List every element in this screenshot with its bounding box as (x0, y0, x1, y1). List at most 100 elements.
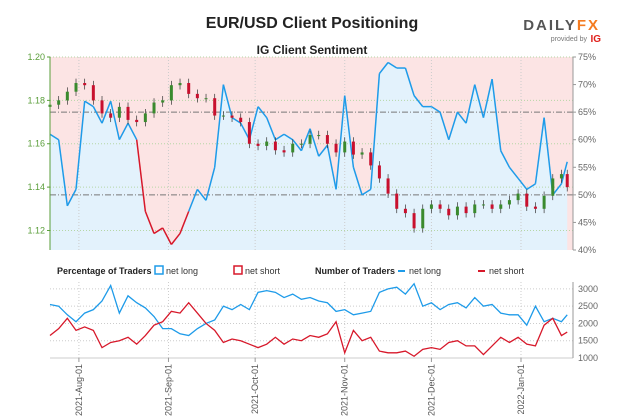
net-long-pct-segment (309, 128, 320, 157)
net-long-pct-segment (300, 128, 311, 152)
candle-body (135, 119, 139, 123)
right-tick-label: 65% (578, 107, 596, 117)
net-long-pct-segment (369, 73, 381, 190)
net-long-pct-segment (75, 101, 86, 190)
candle-body (403, 208, 407, 214)
candle-body (325, 135, 329, 144)
right-tick-label: 50% (578, 190, 596, 200)
candle-body (74, 83, 78, 92)
subtitle: IG Client Sentiment (257, 43, 368, 57)
net-long-pct-segment (66, 188, 77, 207)
net-long-pct-segment (335, 95, 346, 190)
net-long-pct-segment (361, 188, 372, 196)
net-long-pct-segment (482, 78, 493, 118)
traders-plot: 3000 2500 2000 1500 1000 2021-Aug-01 2021-Sep-… (49, 282, 598, 416)
candle-body (161, 100, 165, 103)
left-tick-label: 1.12 (27, 225, 45, 235)
net-long-pct-segment (144, 211, 155, 234)
right-tick-label: 1000 (578, 353, 598, 363)
left-tick-label: 1.20 (27, 52, 45, 62)
net-long-pct-segment (213, 84, 225, 168)
net-long-pct-segment (326, 145, 337, 190)
candle-body (565, 174, 569, 188)
net-long-pct-segment (439, 111, 450, 140)
candle-body (464, 206, 468, 214)
net-long-pct-segment (135, 139, 147, 212)
candle-body (273, 141, 277, 151)
net-long-pct-segment (49, 133, 60, 141)
candle-body (525, 193, 529, 207)
candle-body (317, 135, 321, 137)
candle-body (109, 113, 113, 118)
candle-body (178, 83, 182, 86)
candle-body (516, 193, 520, 201)
legend-num-long: net long (409, 266, 441, 276)
right-tick-label: 60% (578, 135, 596, 145)
candle-body (65, 91, 69, 101)
net-long-pct-segment (205, 167, 216, 201)
candle-body (299, 143, 303, 145)
candle-body (551, 178, 555, 196)
legend-pct-long: net long (166, 266, 198, 276)
net-long-pct-segment (378, 62, 389, 75)
candle-body (169, 85, 173, 101)
x-tick-label: 2022-Jan-01 (516, 364, 526, 415)
right-tick-label: 55% (578, 162, 596, 172)
net-long-pct-segment (413, 95, 424, 108)
candle-body (343, 141, 347, 153)
right-tick-label: 2500 (578, 301, 598, 311)
candle-body (507, 200, 511, 205)
candle-body (256, 143, 260, 146)
net-long-pct-segment (127, 122, 138, 141)
dailyfx-logo: DAILYFX provided by IG (523, 17, 601, 45)
net-long-pct-segment (474, 84, 485, 118)
net-long-pct-segment (534, 117, 545, 184)
net-long-pct-segment (162, 227, 173, 245)
right-tick-label: 75% (578, 52, 596, 62)
candle-body (490, 204, 494, 209)
net-long-pct-segment (560, 161, 568, 185)
net-long-pct-segment (84, 100, 94, 108)
net-long-pct-segment (92, 106, 103, 124)
x-tick-label: 2021-Sep-01 (163, 364, 173, 416)
logo-brand: IG (590, 34, 601, 45)
right-tick-label: 45% (578, 217, 596, 227)
legend-pct-short: net short (245, 266, 281, 276)
candle-body (143, 113, 147, 123)
candle-body (369, 152, 373, 166)
right-tick-label: 70% (578, 80, 596, 90)
candle-body (126, 106, 130, 120)
net-long-pct-segment (222, 84, 233, 118)
left-tick-label: 1.18 (27, 95, 45, 105)
net-long-pct-segment (491, 78, 502, 151)
candle-body (221, 115, 225, 117)
candle-body (455, 206, 459, 216)
candle-body (91, 85, 95, 101)
net-long-pct-segment (109, 100, 121, 140)
right-tick-label: 1500 (578, 336, 598, 346)
chart-title: EUR/USD Client Positioning (206, 15, 418, 32)
net-long-pct-segment (404, 67, 415, 96)
candle-body (395, 193, 399, 209)
net-long-count-line (49, 282, 568, 337)
logo-sub: provided by (551, 36, 588, 43)
legend-num-short: net short (489, 266, 525, 276)
net-long-pct-segment (387, 61, 398, 69)
net-long-pct-segment (318, 144, 328, 157)
net-long-pct-segment (187, 189, 199, 212)
net-long-pct-segment (57, 139, 69, 206)
net-long-pct-segment (266, 117, 277, 140)
net-long-pct-segment (508, 166, 519, 179)
candle-body (83, 83, 87, 86)
net-long-pct-segment (352, 167, 363, 196)
net-short-count-line (49, 301, 568, 358)
net-long-pct-segment (231, 117, 242, 124)
net-long-pct-segment (456, 111, 467, 124)
right-tick-label: 3000 (578, 284, 598, 294)
candle-body (213, 98, 217, 116)
net-long-pct-segment (292, 139, 302, 152)
candle-body (57, 100, 61, 105)
net-long-pct-segment (196, 188, 207, 201)
logo-text: DAILYFX (523, 17, 600, 34)
